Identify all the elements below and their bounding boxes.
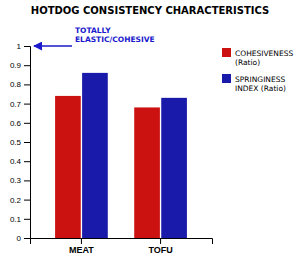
tick-mark — [24, 104, 30, 105]
bar — [55, 96, 81, 238]
tick-label: 1 — [17, 42, 22, 51]
tick: 0.4 — [10, 157, 30, 166]
tick-label: 0.8 — [10, 80, 22, 89]
tick-mark — [160, 238, 161, 244]
chart: MEAT TOFU 0 0.1 0.2 0.3 0.4 0.5 0.6 0.7 0.8 0.9 1 HOT… — [0, 0, 300, 260]
tick: 0 — [17, 234, 30, 243]
tick: 0.6 — [10, 119, 30, 128]
legend-entry: SPRINGINESSINDEX (Ratio) — [235, 75, 286, 93]
plot-area: MEAT TOFU 0 0.1 0.2 0.3 0.4 0.5 0.6 0.7 0.8 0.9 1 — [10, 42, 213, 255]
legend-entry: COHESIVENESS(Ratio) — [235, 49, 293, 67]
annotation: TOTALLYELASTIC/COHESIVE — [75, 26, 155, 44]
tick-mark — [24, 238, 30, 239]
bar — [134, 107, 160, 238]
tick-label: TOFU — [148, 245, 172, 255]
bars — [55, 73, 187, 238]
tick: 0.1 — [10, 215, 30, 224]
x-axis: MEAT TOFU — [31, 238, 213, 255]
tick-mark — [24, 219, 30, 220]
bar — [161, 98, 187, 238]
tick-label: 0 — [17, 234, 22, 243]
tick-label: 0.5 — [10, 138, 22, 147]
axis-line — [31, 239, 213, 245]
axis-line — [24, 47, 31, 239]
tick-label: 0.2 — [10, 196, 22, 205]
tick-mark — [24, 65, 30, 66]
tick-mark — [24, 200, 30, 201]
tick-label: 0.6 — [10, 119, 22, 128]
legend: COHESIVENESS(Ratio) SPRINGINESSINDEX (Rat… — [222, 48, 293, 93]
tick-mark — [24, 161, 30, 162]
tick-label: 0.1 — [10, 215, 22, 224]
tick: 1 — [17, 42, 30, 51]
annotation-arrow — [34, 45, 72, 47]
tick: 0.2 — [10, 196, 30, 205]
legend-swatch — [222, 48, 231, 57]
tick-mark — [24, 142, 30, 143]
tick-label: 0.9 — [10, 61, 22, 70]
title: HOTDOG CONSISTENCY CHARACTERISTICS — [31, 5, 269, 16]
tick-mark — [24, 180, 30, 181]
tick: 0.3 — [10, 176, 30, 185]
bar-series — [82, 73, 187, 238]
bar — [82, 73, 108, 238]
tick: 0.7 — [10, 100, 30, 109]
tick: 0.8 — [10, 80, 30, 89]
tick-mark — [81, 238, 82, 244]
tick: 0.9 — [10, 61, 30, 70]
tick-label: 0.7 — [10, 100, 22, 109]
y-axis: 0 0.1 0.2 0.3 0.4 0.5 0.6 0.7 0.8 0.9 1 — [10, 42, 31, 243]
tick-label: MEAT — [69, 245, 94, 255]
tick-label: 0.3 — [10, 176, 22, 185]
tick-mark — [24, 46, 30, 47]
tick-mark — [24, 123, 30, 124]
legend-swatch — [222, 74, 231, 83]
tick: 0.5 — [10, 138, 30, 147]
tick: MEAT — [69, 238, 94, 255]
tick-label: 0.4 — [10, 157, 22, 166]
tick-mark — [24, 84, 30, 85]
tick: TOFU — [148, 238, 172, 255]
